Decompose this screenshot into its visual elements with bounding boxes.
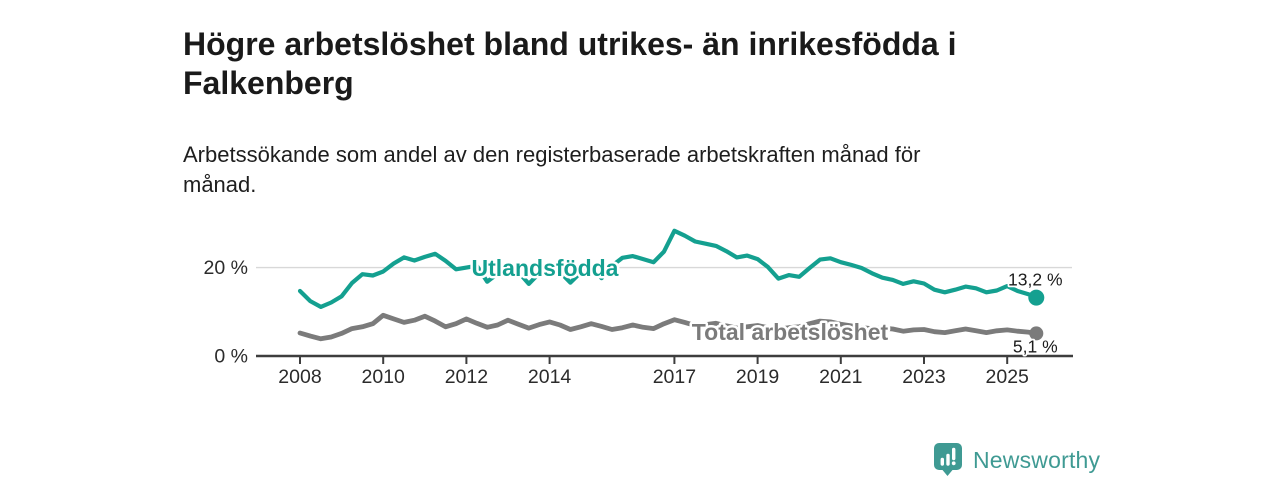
x-tick-label: 2023	[902, 366, 945, 388]
y-tick-label: 0 %	[214, 346, 248, 368]
x-tick-label: 2025	[986, 366, 1030, 388]
y-tick-label: 20 %	[204, 257, 248, 279]
chart-subtitle: Arbetssökande som andel av den registerb…	[183, 142, 921, 198]
x-tick-label: 2017	[653, 366, 696, 388]
end-value-label-total-arbetsloshet: 5,1 %	[1013, 336, 1058, 356]
x-tick-label: 2012	[445, 366, 488, 388]
newsworthy-logo[interactable]: Newsworthy	[933, 442, 1100, 478]
endpoint-dot-utlandsfodda	[1028, 289, 1045, 306]
x-tick-label: 2019	[736, 366, 779, 388]
endpoint-dot-total-arbetsloshet	[1029, 326, 1044, 341]
x-tick-label: 2014	[528, 366, 572, 388]
x-tick-label: 2008	[278, 366, 321, 388]
series-label-total-arbetsloshet: Total arbetslöshet	[692, 319, 889, 345]
x-tick-label: 2021	[819, 366, 862, 388]
x-tick-label: 2010	[362, 366, 406, 388]
end-value-label-utlandsfodda: 13,2 %	[1008, 270, 1062, 290]
data-line-utlandsfodda	[297, 228, 1039, 309]
series-label-utlandsfodda: Utlandsfödda	[472, 255, 619, 281]
page-title: Högre arbetslöshet bland utrikes- än inr…	[183, 26, 957, 101]
newsworthy-brand-text: Newsworthy	[973, 446, 1101, 473]
newsworthy-bar-chart-bubble-icon	[933, 442, 963, 478]
data-line-total-arbetsloshet	[297, 312, 1039, 342]
